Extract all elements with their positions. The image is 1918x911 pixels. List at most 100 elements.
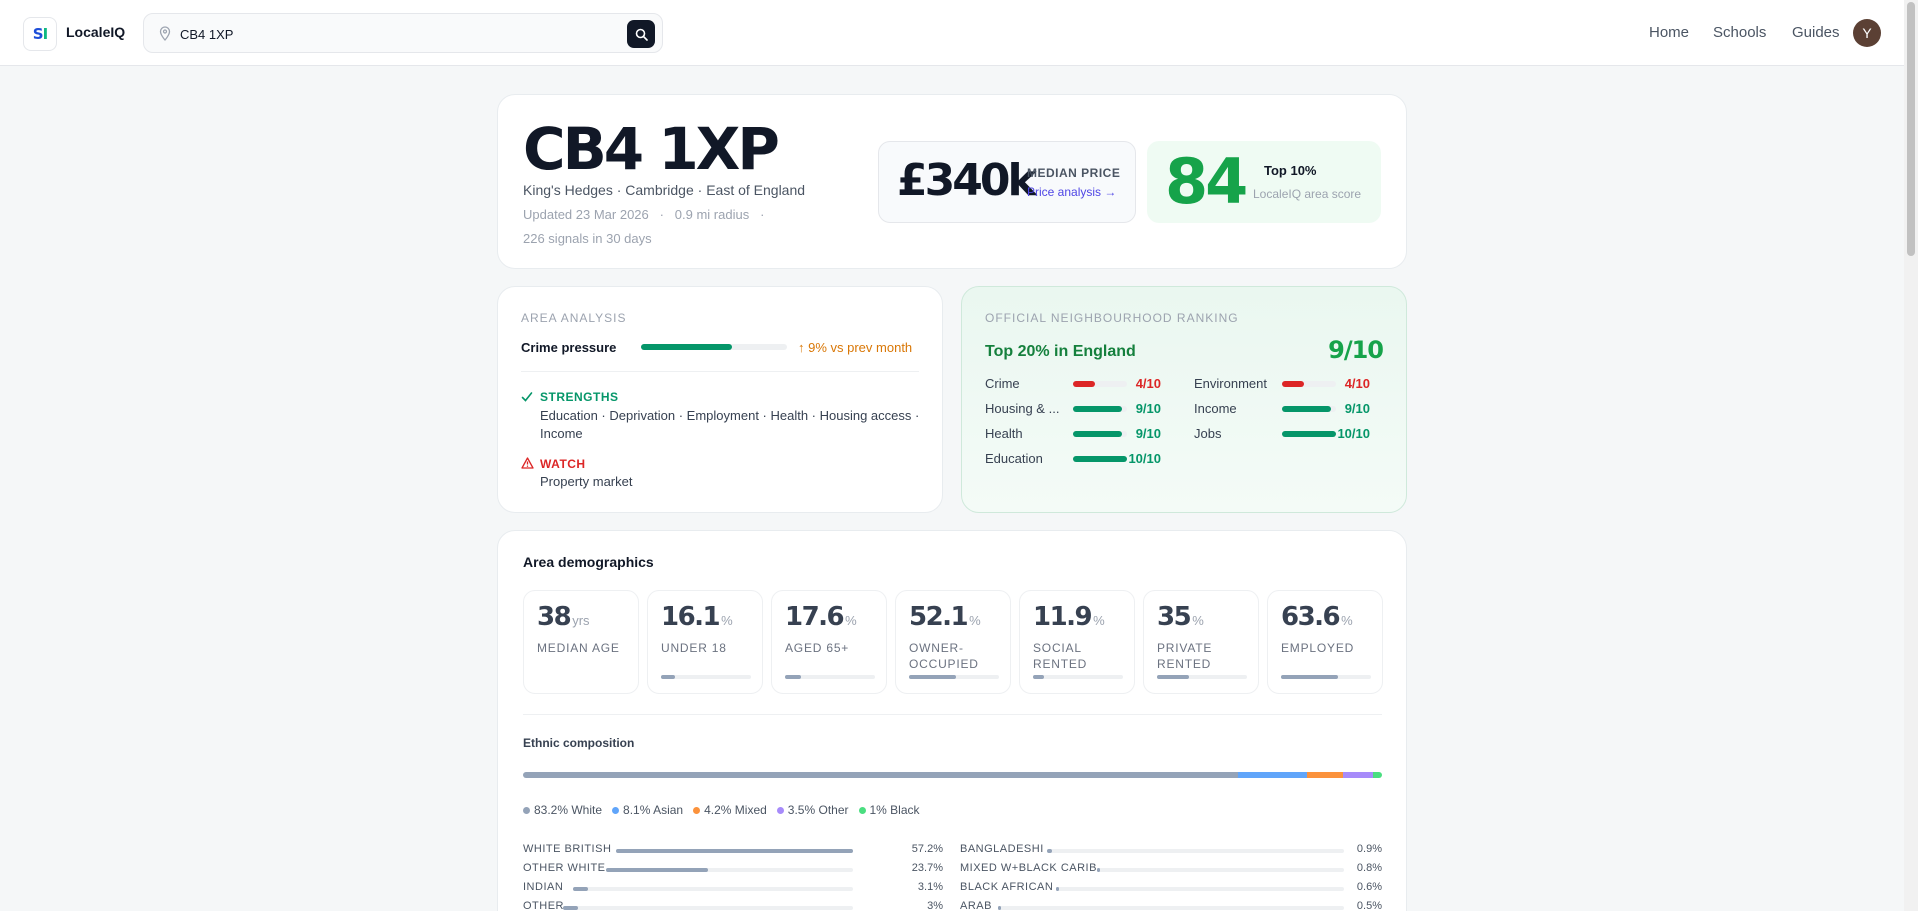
avatar[interactable]: Y xyxy=(1853,19,1881,47)
ethnic-bar-segment xyxy=(1343,772,1374,778)
stat-unit: % xyxy=(845,613,857,628)
stat-value: 35% xyxy=(1157,602,1204,632)
ethnic-detail-row: INDIAN 3.1% xyxy=(523,881,943,897)
ethnic-detail-name: ARAB xyxy=(960,900,992,911)
legend-label: 1% Black xyxy=(869,803,920,817)
crime-pressure-track xyxy=(641,344,787,350)
ethnic-detail-value: 0.6% xyxy=(1356,881,1382,893)
ranking-item-track xyxy=(1282,381,1336,387)
ethnic-detail-value: 3% xyxy=(927,900,943,911)
stat-card: 16.1% UNDER 18 xyxy=(647,590,763,694)
stat-number: 17.6 xyxy=(785,602,845,632)
ethnic-detail-name: OTHER WHITE xyxy=(523,862,606,874)
hero-card: CB4 1XP King's Hedges · Cambridge · East… xyxy=(497,94,1407,269)
crime-pressure-fill xyxy=(641,344,732,350)
brand-name[interactable]: LocaleIQ xyxy=(66,24,126,40)
stat-number: 63.6 xyxy=(1281,602,1341,632)
check-icon xyxy=(521,392,533,402)
ranking-item-name: Health xyxy=(985,426,1023,441)
ranking-item-name: Jobs xyxy=(1194,426,1222,441)
ranking-top: Top 20% in England xyxy=(985,343,1136,360)
ranking-item-name: Environment xyxy=(1194,376,1267,391)
stat-card: 63.6% EMPLOYED xyxy=(1267,590,1383,694)
meta-separator: · xyxy=(652,207,672,222)
ranking-item-track xyxy=(1073,456,1127,462)
ranking-item-value: 4/10 xyxy=(1344,376,1370,391)
ethnic-detail-fill xyxy=(573,887,589,891)
ethnic-bar-segment xyxy=(1237,772,1308,778)
stat-bar-track xyxy=(785,675,875,679)
legend-item: 83.2% White xyxy=(523,803,602,817)
scrollbar[interactable] xyxy=(1904,0,1918,911)
search-input[interactable] xyxy=(180,23,610,45)
nav-guides[interactable]: Guides xyxy=(1792,24,1840,41)
ranking-item-value: 9/10 xyxy=(1344,401,1370,416)
legend-label: 4.2% Mixed xyxy=(704,803,767,817)
stat-bar-fill xyxy=(1157,675,1189,679)
stat-card: 35% PRIVATE RENTED xyxy=(1143,590,1259,694)
stat-number: 52.1 xyxy=(909,602,969,632)
legend-item: 8.1% Asian xyxy=(612,803,683,817)
stat-unit: % xyxy=(969,613,981,628)
ranking-item-fill xyxy=(1073,431,1122,437)
stat-bar-fill xyxy=(1281,675,1339,679)
nav-schools[interactable]: Schools xyxy=(1713,24,1767,41)
stat-label: PRIVATE RENTED xyxy=(1157,641,1213,671)
ethnic-detail-track xyxy=(573,887,853,891)
section-label: OFFICIAL NEIGHBOURHOOD RANKING xyxy=(985,311,1239,325)
stat-bar-track xyxy=(661,675,751,679)
stat-unit: % xyxy=(1093,613,1105,628)
area-analysis-card: AREA ANALYSIS Crime pressure ↑ 9% vs pre… xyxy=(497,286,943,513)
ethnic-detail-fill xyxy=(1097,868,1101,872)
ethnic-detail-track xyxy=(1056,887,1344,891)
ranking-item-fill xyxy=(1073,456,1127,462)
ethnic-detail-row: BLACK AFRICAN 0.6% xyxy=(960,881,1382,897)
meta-line: Updated 23 Mar 2026 · 0.9 mi radius · xyxy=(523,207,764,222)
ethnic-detail-value: 0.9% xyxy=(1356,843,1382,855)
top-bar: SI LocaleIQ Home Schools Guides Y xyxy=(0,0,1904,66)
ranking-item-value: 9/10 xyxy=(1135,426,1161,441)
price-analysis-link[interactable]: Price analysis → xyxy=(1027,185,1117,199)
stat-value: 52.1% xyxy=(909,602,981,632)
signals-count: 226 signals in 30 days xyxy=(523,231,652,246)
updated-date: Updated 23 Mar 2026 xyxy=(523,207,649,222)
ranking-item-track xyxy=(1073,431,1127,437)
legend-item: 4.2% Mixed xyxy=(693,803,767,817)
stat-label: UNDER 18 xyxy=(661,641,727,655)
strengths-list: Education · Deprivation · Employment · H… xyxy=(540,408,920,441)
ethnic-detail-row: BANGLADESHI 0.9% xyxy=(960,843,1382,859)
legend-label: 83.2% White xyxy=(534,803,603,817)
legend-dot-icon xyxy=(693,806,701,814)
ranking-item-value: 10/10 xyxy=(1337,426,1370,441)
ethnic-detail-track xyxy=(606,868,853,872)
ranking-item-fill xyxy=(1073,406,1122,412)
stat-card: 11.9% SOCIAL RENTED xyxy=(1019,590,1135,694)
stat-value: 11.9% xyxy=(1033,602,1105,632)
ethnic-detail-name: INDIAN xyxy=(523,881,564,893)
ethnic-composition-bar xyxy=(523,772,1382,778)
stat-label: AGED 65+ xyxy=(785,641,850,655)
stat-bar-fill xyxy=(1033,675,1044,679)
ethnic-detail-fill xyxy=(998,906,1002,910)
ranking-item-value: 9/10 xyxy=(1135,401,1161,416)
scrollbar-thumb[interactable] xyxy=(1907,2,1915,256)
ethnic-detail-name: OTHER xyxy=(523,900,564,911)
legend-dot-icon xyxy=(858,806,866,814)
watch-text: Property market xyxy=(540,474,633,489)
crime-pressure-label: Crime pressure xyxy=(521,340,617,355)
stat-label: MEDIAN AGE xyxy=(537,641,620,655)
location-breadcrumb: King's Hedges · Cambridge · East of Engl… xyxy=(523,182,806,198)
stat-number: 11.9 xyxy=(1033,602,1093,632)
watch-title: WATCH xyxy=(540,457,586,471)
area-score-rank: Top 10% xyxy=(1264,163,1317,178)
stat-bar-track xyxy=(1033,675,1123,679)
ethnic-detail-fill xyxy=(616,849,853,853)
location-pin-icon xyxy=(159,26,171,41)
nav-home[interactable]: Home xyxy=(1649,24,1690,41)
stat-unit: % xyxy=(1192,613,1204,628)
page-title: CB4 1XP xyxy=(523,115,780,183)
stat-unit: % xyxy=(1341,613,1353,628)
search-button[interactable] xyxy=(627,20,655,48)
logo[interactable]: SI xyxy=(23,17,57,51)
area-score-value: 84 xyxy=(1165,145,1248,218)
